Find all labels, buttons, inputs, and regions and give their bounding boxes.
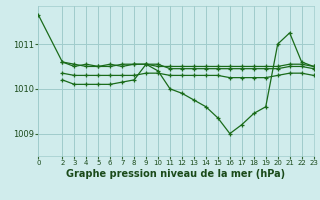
X-axis label: Graphe pression niveau de la mer (hPa): Graphe pression niveau de la mer (hPa) [67, 169, 285, 179]
